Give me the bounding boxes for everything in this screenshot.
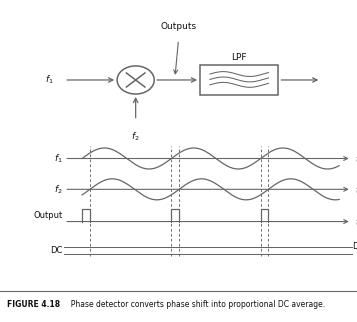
Text: LPF: LPF: [231, 53, 247, 62]
Text: $f_2$: $f_2$: [131, 130, 140, 143]
Text: DC average: DC average: [353, 242, 357, 251]
Text: Phase detector converts phase shift into proportional DC average.: Phase detector converts phase shift into…: [66, 300, 325, 309]
Text: $t$: $t$: [355, 184, 357, 195]
Text: $f_1$: $f_1$: [54, 152, 62, 165]
Text: $t$: $t$: [355, 153, 357, 164]
Text: Output: Output: [33, 211, 62, 220]
Text: $f_2$: $f_2$: [54, 183, 62, 195]
Bar: [200, 65, 278, 95]
Text: FIGURE 4.18: FIGURE 4.18: [7, 300, 60, 309]
Text: Outputs: Outputs: [160, 22, 197, 31]
Text: $f_1$: $f_1$: [45, 74, 54, 86]
Text: DC: DC: [50, 246, 62, 255]
Text: $t$: $t$: [355, 216, 357, 227]
